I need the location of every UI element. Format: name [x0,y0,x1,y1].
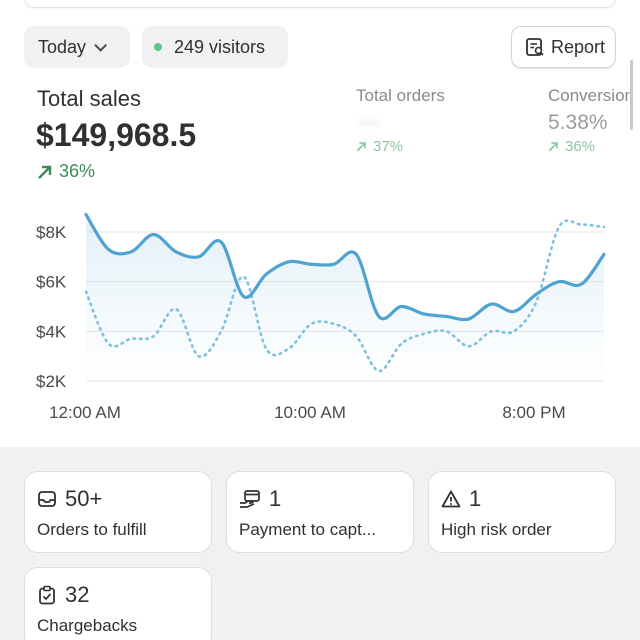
total-sales-label: Total sales [37,86,141,111]
total-sales-change: 36% [37,161,95,182]
report-button[interactable]: Report [511,26,616,68]
total-orders-value: --- [358,111,379,134]
conversion-value: 5.38% [548,111,608,134]
y-tick-label: $2K [36,372,67,391]
orders-to-fulfill-card[interactable]: 50+ Orders to fulfill [24,471,212,553]
payment-icon [240,490,260,508]
x-tick-label: 12:00 AM [49,403,121,422]
card-label: High risk order [441,520,552,539]
y-tick-label: $8K [36,223,67,242]
arrow-up-right-icon [38,165,52,179]
date-range-label: Today [38,36,87,57]
card-count: 32 [65,582,90,607]
live-dot-icon [154,43,162,51]
alert-triangle-icon [441,490,461,508]
live-visitors-pill[interactable]: 249 visitors [142,26,288,68]
total-orders-change: 37% [356,138,403,155]
conversion-change-value: 36% [565,138,596,155]
chargebacks-card[interactable]: 32 Chargebacks [24,567,212,640]
total-orders-label[interactable]: Total orders [356,86,445,105]
previous-card-edge [24,0,616,8]
high-risk-order-card[interactable]: 1 High risk order [428,471,616,553]
x-tick-label: 10:00 AM [274,403,346,422]
conversion-label[interactable]: Conversion [548,86,634,105]
inbox-icon [38,491,56,507]
visitors-label: 249 visitors [174,36,266,57]
action-cards-section: 50+ Orders to fulfill 1 Payment to capt.… [0,447,640,640]
previous-period-line [84,219,606,373]
clipboard-check-icon [39,585,55,605]
report-icon [526,38,544,56]
sales-chart[interactable]: $8K $6K $4K $2K 12:00 AM 10:00 AM 8:00 PM [0,195,640,430]
total-sales-change-value: 36% [59,161,96,181]
report-label: Report [551,36,606,57]
total-sales-value: $149,968.5 [36,117,197,153]
x-tick-label: 8:00 PM [502,403,565,422]
payment-to-capture-card[interactable]: 1 Payment to capt... [226,471,414,553]
total-orders-change-value: 37% [373,138,404,155]
card-label: Chargebacks [37,616,138,635]
conversion-change: 36% [548,138,595,155]
arrow-up-right-icon [548,142,558,152]
card-label: Payment to capt... [239,520,377,539]
y-tick-label: $6K [36,273,67,292]
chevron-down-icon [94,38,108,52]
card-label: Orders to fulfill [37,520,147,539]
scrollbar[interactable] [630,60,633,130]
today-sales-line [84,213,606,322]
arrow-up-right-icon [356,142,366,152]
y-tick-label: $4K [36,322,67,341]
card-count: 50+ [65,486,103,511]
date-range-selector[interactable]: Today [24,26,130,68]
card-count: 1 [269,486,282,511]
card-count: 1 [469,486,482,511]
